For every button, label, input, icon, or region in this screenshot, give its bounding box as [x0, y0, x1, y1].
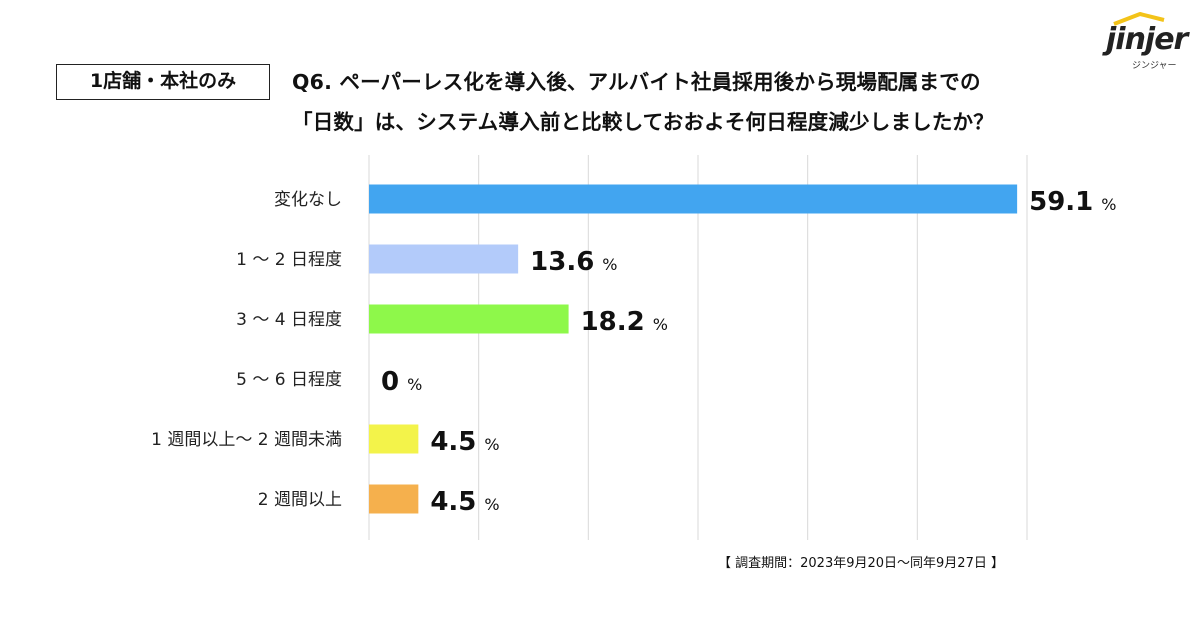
segment-badge: 1店舗・本社のみ [56, 64, 270, 100]
survey-period-note: 【 調査期間：2023年9月20日〜同年9月27日 】 [718, 556, 1004, 571]
category-label: 1 〜 2 日程度 [236, 250, 342, 270]
bar-2 [369, 304, 569, 334]
logo-subtitle: ジンジャー [1132, 61, 1177, 71]
value-label: 0% [381, 367, 422, 397]
bar-5 [369, 484, 419, 514]
category-label: 変化なし [274, 190, 342, 210]
bar-1 [369, 244, 519, 274]
jinjer-logo: jinjer ジンジャー [1102, 8, 1194, 71]
question-title: Q6. ペーパーレス化を導入後、アルバイト社員採用後から現場配属までの 「日数」… [292, 62, 1172, 142]
value-label: 4.5% [430, 487, 499, 517]
category-label: 5 〜 6 日程度 [236, 370, 342, 390]
value-label: 18.2% [581, 307, 668, 337]
value-label: 59.1% [1029, 187, 1116, 217]
question-line-1: Q6. ペーパーレス化を導入後、アルバイト社員採用後から現場配属までの [292, 70, 981, 94]
bar-0 [369, 184, 1018, 214]
question-line-2: 「日数」は、システム導入前と比較しておおよそ何日程度減少しましたか？ [292, 110, 994, 134]
value-label: 13.6% [530, 247, 617, 277]
logo-roof-icon [1113, 12, 1165, 26]
category-label: 1 週間以上〜 2 週間未満 [151, 430, 342, 450]
bar-4 [369, 424, 419, 454]
category-label: 3 〜 4 日程度 [236, 310, 342, 330]
logo-wordmark: jinjer [1106, 22, 1188, 57]
value-label: 4.5% [430, 427, 499, 457]
category-label: 2 週間以上 [258, 490, 342, 510]
